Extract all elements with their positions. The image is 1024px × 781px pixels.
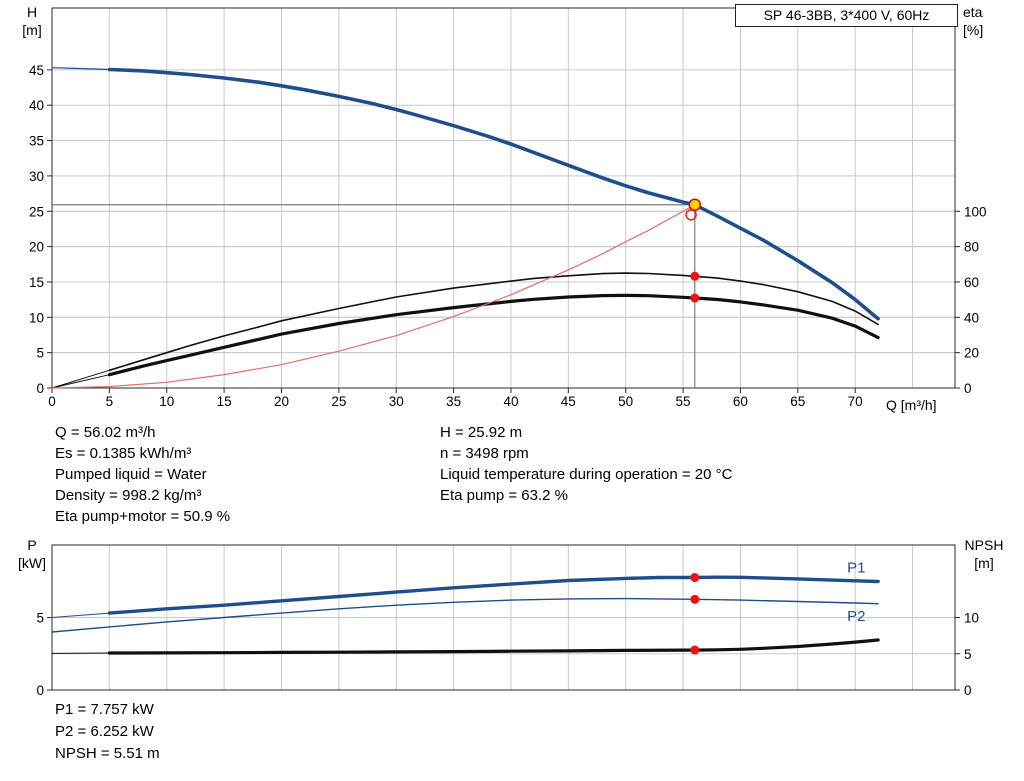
- y-left-tick-label: 20: [29, 240, 44, 255]
- info-line-h: H = 25.92 m: [440, 424, 523, 441]
- x-tick-label: 0: [48, 394, 56, 409]
- x-tick-label: 60: [733, 394, 748, 409]
- x-tick-label: 5: [106, 394, 114, 409]
- head-curve: [107, 67, 880, 321]
- y-right-tick-label: 10: [964, 611, 979, 626]
- h-axis-unit: [m]: [22, 22, 42, 38]
- q-axis-label: Q [m³/h]: [886, 397, 937, 413]
- npsh-duty-dot: [690, 645, 700, 655]
- head-curve-lead: [51, 67, 110, 71]
- eta-pump-duty-dot: [690, 271, 700, 281]
- series-label-p2: P2: [847, 608, 865, 625]
- x-tick-label: 30: [389, 394, 404, 409]
- x-tick-label: 15: [217, 394, 232, 409]
- x-tick-label: 20: [274, 394, 289, 409]
- y-left-tick-label: 5: [36, 346, 44, 361]
- npsh-axis-label: NPSH [m]: [961, 536, 1007, 572]
- y-right-tick-label: 0: [964, 683, 972, 698]
- info-line-es: Es = 0.1385 kWh/m³: [55, 445, 192, 462]
- y-left-tick-label: 25: [29, 204, 44, 219]
- h-axis-label: H [m]: [12, 3, 52, 39]
- h-axis-symbol: H: [26, 4, 38, 20]
- y-left-tick-label: 15: [29, 275, 44, 290]
- eta-pump-motor-duty-dot: [690, 293, 700, 303]
- power-npsh-info: P1 = 7.757 kW P2 = 6.252 kW NPSH = 5.51 …: [55, 699, 160, 765]
- series-label-p1: P1: [847, 559, 865, 576]
- info-line-p2: P2 = 6.252 kW: [55, 723, 154, 740]
- eta-axis-unit: [%]: [963, 22, 984, 38]
- operating-point-info-right: H = 25.92 m n = 3498 rpm Liquid temperat…: [440, 422, 732, 506]
- info-line-n: n = 3498 rpm: [440, 445, 529, 462]
- p1-curve: [107, 575, 880, 615]
- npsh-axis-symbol: NPSH: [964, 537, 1004, 553]
- y-right-tick-label: 100: [964, 204, 987, 219]
- x-tick-label: 55: [676, 394, 691, 409]
- info-line-npsh: NPSH = 5.51 m: [55, 745, 160, 762]
- p2-duty-dot: [690, 594, 700, 604]
- x-tick-label: 65: [790, 394, 805, 409]
- x-tick-label: 10: [159, 394, 174, 409]
- info-line-p1: P1 = 7.757 kW: [55, 701, 154, 718]
- npsh-axis-unit: [m]: [974, 555, 994, 571]
- eta-pump-curve-lead: [51, 369, 110, 389]
- p1-duty-dot: [690, 573, 700, 583]
- eta-axis-label: eta [%]: [963, 3, 1015, 39]
- y-left-tick-label: 5: [36, 611, 44, 626]
- eta-pump-curve: [108, 272, 879, 372]
- y-right-tick-label: 20: [964, 346, 979, 361]
- y-left-tick-label: 30: [29, 169, 44, 184]
- x-tick-label: 50: [618, 394, 633, 409]
- y-left-tick-label: 45: [29, 63, 44, 78]
- operating-point-info-left: Q = 56.02 m³/h Es = 0.1385 kWh/m³ Pumped…: [55, 422, 230, 527]
- x-tick-label: 70: [848, 394, 863, 409]
- p-axis-label: P [kW]: [11, 536, 53, 572]
- npsh-curve: [107, 638, 880, 655]
- plot-frame: [51, 7, 956, 389]
- y-left-tick-label: 0: [36, 381, 44, 396]
- y-left-tick-label: 0: [36, 683, 44, 698]
- x-tick-label: 35: [446, 394, 461, 409]
- x-tick-label: 40: [503, 394, 518, 409]
- y-left-tick-label: 10: [29, 310, 44, 325]
- eta-pump-motor-curve: [107, 293, 880, 377]
- y-right-tick-label: 40: [964, 310, 979, 325]
- info-line-eta-pump-motor: Eta pump+motor = 50.9 %: [55, 508, 231, 525]
- eta-pump-motor-curve-lead: [51, 374, 110, 389]
- p1-curve-lead: [51, 612, 110, 618]
- info-line-liquid: Pumped liquid = Water: [55, 466, 207, 483]
- y-right-tick-label: 0: [964, 381, 972, 396]
- p2-curve: [51, 597, 879, 633]
- info-line-density: Density = 998.2 kg/m³: [55, 487, 202, 504]
- y-left-tick-label: 35: [29, 134, 44, 149]
- y-right-tick-label: 80: [964, 240, 979, 255]
- y-right-tick-label: 5: [964, 647, 972, 662]
- y-left-tick-label: 40: [29, 98, 44, 113]
- duty-point: [688, 198, 702, 212]
- p-axis-symbol: P: [27, 537, 37, 553]
- x-tick-label: 45: [561, 394, 576, 409]
- info-line-eta-pump: Eta pump = 63.2 %: [440, 487, 568, 504]
- info-line-q: Q = 56.02 m³/h: [55, 424, 156, 441]
- p-axis-unit: [kW]: [18, 555, 46, 571]
- x-tick-label: 25: [331, 394, 346, 409]
- eta-axis-symbol: eta: [963, 4, 983, 20]
- info-line-temperature: Liquid temperature during operation = 20…: [440, 466, 733, 483]
- pump-title-box: SP 46-3BB, 3*400 V, 60Hz: [735, 4, 958, 27]
- y-right-tick-label: 60: [964, 275, 979, 290]
- system-curve: [51, 204, 696, 389]
